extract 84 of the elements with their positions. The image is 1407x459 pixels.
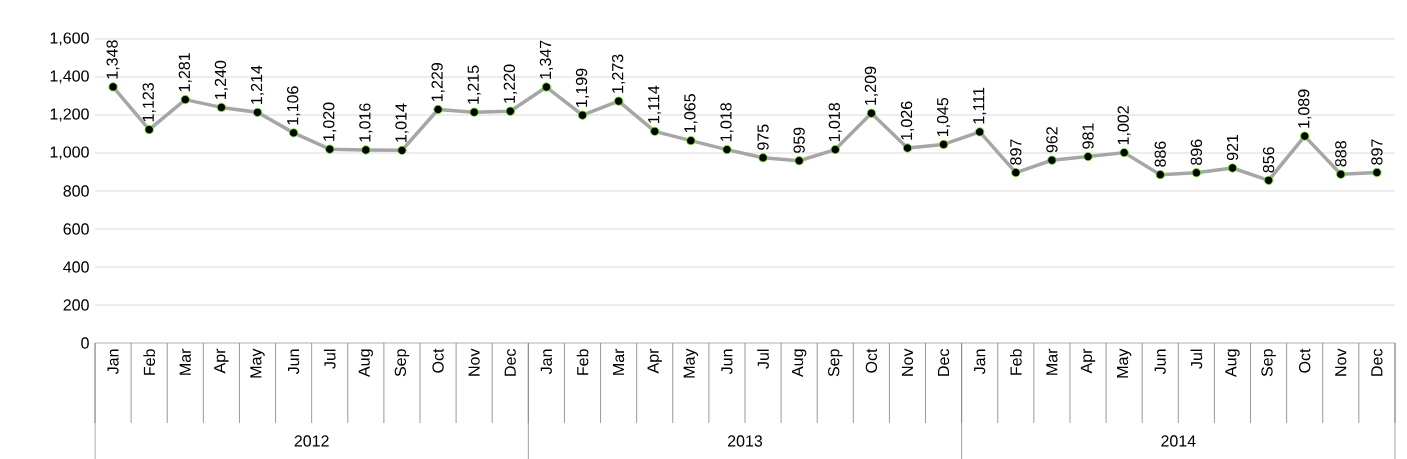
- data-label: 1,347: [539, 40, 553, 79]
- x-tick-label: Aug: [358, 349, 373, 377]
- data-label: 856: [1262, 147, 1275, 173]
- data-label: 1,209: [864, 66, 878, 105]
- data-label: 1,229: [431, 63, 445, 102]
- y-tick-label: 1,200: [50, 108, 89, 122]
- x-tick-label: May: [1116, 348, 1132, 378]
- x-tick-label: Aug: [1225, 349, 1240, 377]
- x-tick-label: Feb: [1009, 349, 1022, 375]
- data-label: 1,002: [1117, 106, 1131, 145]
- data-label: 1,273: [612, 54, 626, 93]
- text: 2014: [1161, 435, 1196, 447]
- y-tick-label: 200: [63, 299, 89, 311]
- x-tick-label: Jul: [1190, 349, 1203, 369]
- text: 2012: [294, 435, 329, 447]
- x-tick-label: Mar: [179, 348, 191, 375]
- data-label: 1,214: [250, 65, 265, 104]
- data-label: 1,111: [973, 87, 987, 124]
- x-tick-label: May: [683, 348, 698, 378]
- data-label: 1,089: [1298, 89, 1312, 128]
- data-label: 921: [1226, 134, 1239, 161]
- data-label: 1,220: [503, 64, 517, 103]
- x-tick-label: Nov: [468, 348, 480, 376]
- data-label: 1,045: [936, 97, 951, 137]
- x-tick-label: Apr: [647, 348, 662, 374]
- y-tick-label: 1,600: [50, 32, 89, 46]
- x-tick-label: Aug: [791, 349, 807, 377]
- data-label: 1,065: [684, 94, 698, 133]
- x-tick-label: Jun: [1154, 349, 1166, 375]
- x-tick-label: Jul: [757, 349, 769, 369]
- data-label: 962: [1046, 127, 1058, 153]
- data-label: 959: [793, 127, 805, 153]
- data-label: 1,018: [720, 103, 734, 142]
- x-tick-label: Oct: [865, 348, 878, 373]
- data-label: 1,123: [142, 83, 156, 122]
- x-tick-label: Oct: [432, 348, 444, 373]
- y-tick-label: 600: [63, 223, 89, 235]
- data-label: 1,020: [323, 102, 337, 141]
- y-tick-label: 400: [63, 261, 89, 273]
- x-tick-label: Jan: [540, 349, 552, 375]
- data-label: 1,018: [828, 103, 842, 142]
- x-tick-label: Apr: [214, 348, 229, 374]
- x-tick-label: Sep: [394, 349, 410, 377]
- x-tick-label: Sep: [1261, 349, 1276, 377]
- text: 2013: [727, 435, 763, 447]
- x-tick-label: Nov: [1335, 348, 1347, 376]
- x-tick-label: Jan: [974, 349, 986, 375]
- data-label: 897: [1371, 139, 1383, 165]
- x-tick-label: Jan: [107, 349, 119, 375]
- data-label: 1,281: [178, 53, 192, 92]
- data-label: 975: [757, 124, 769, 150]
- x-tick-label: Nov: [901, 348, 914, 376]
- x-tick-label: Jun: [288, 349, 300, 375]
- data-label: 1,215: [467, 65, 481, 104]
- data-label: 1,106: [287, 86, 301, 125]
- data-label: 1,014: [395, 103, 409, 142]
- data-label: 1,240: [214, 60, 228, 99]
- x-tick-label: Oct: [1299, 348, 1311, 373]
- y-tick-label: 1,000: [50, 146, 89, 160]
- x-tick-label: Feb: [143, 349, 156, 375]
- x-tick-label: Dec: [504, 348, 516, 376]
- x-tick-label: Sep: [828, 349, 843, 377]
- data-label: 981: [1082, 123, 1094, 149]
- data-label: 886: [1154, 141, 1166, 167]
- x-tick-label: Feb: [576, 349, 589, 375]
- y-tick-label: 800: [63, 185, 89, 197]
- data-label: 1,016: [359, 103, 373, 142]
- data-label: 888: [1335, 141, 1347, 167]
- y-tick-label: 1,400: [50, 70, 89, 84]
- data-label: 1,026: [900, 101, 915, 140]
- data-label: 897: [1010, 139, 1022, 165]
- x-tick-label: Jul: [323, 349, 336, 369]
- data-label: 896: [1190, 139, 1203, 165]
- x-tick-label: Dec: [1371, 348, 1383, 376]
- x-tick-label: Dec: [938, 348, 950, 376]
- x-tick-label: Apr: [1080, 348, 1096, 374]
- data-label: 1,114: [648, 85, 662, 123]
- x-tick-label: Mar: [1046, 348, 1058, 375]
- x-tick-label: Mar: [613, 348, 625, 375]
- data-label: 1,348: [106, 40, 120, 79]
- x-tick-label: Jun: [721, 349, 733, 375]
- x-tick-label: May: [250, 348, 265, 378]
- data-label: 1,199: [575, 68, 590, 107]
- y-tick-label: 0: [81, 337, 89, 349]
